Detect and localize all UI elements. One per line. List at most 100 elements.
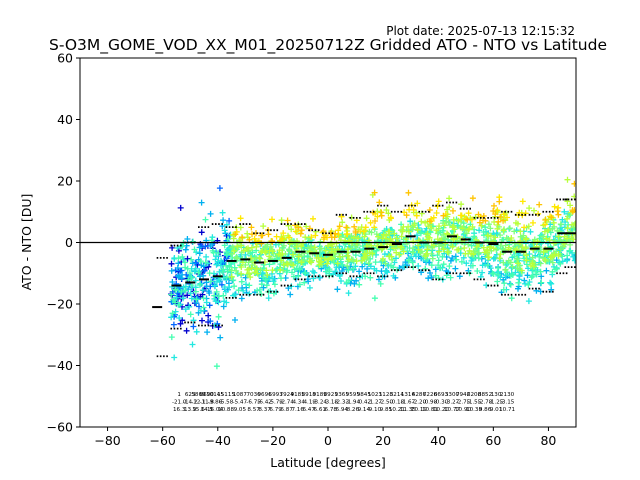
stat-label: 1023 [368,392,383,398]
stat-label: -1.25 [489,400,504,406]
x-tick-label: 40 [430,433,446,448]
stat-label: -2.78 [478,400,493,406]
stat-label: -2.33 [335,400,350,406]
stat-label: -3.24 [312,400,327,406]
stat-label: -6.42 [257,400,271,406]
stat-label: 1 [177,392,181,398]
stat-label: 9.85 [380,407,393,413]
stat-label: 8918 [302,392,317,398]
stat-label: 10.88 [218,407,234,413]
stat-label: 8921 [324,392,339,398]
stat-label: 9.14 [358,407,371,413]
plot-date: Plot date: 2025-07-13 12:15:32 [386,24,575,38]
stat-label: 7942 [456,392,470,398]
stat-label: 10.20 [433,407,449,413]
y-tick-label: 40 [57,112,73,127]
stat-label: 7924 [280,392,295,398]
x-tick-label: 80 [540,433,556,448]
stat-label: 6.79 [269,407,282,413]
stat-label: 9.05 [234,407,247,413]
stat-label: -2.50 [379,400,394,406]
stat-label: 6.47 [302,407,315,413]
stat-label: 10.38 [466,407,482,413]
stat-label: 7036 [246,392,261,398]
stat-label: 623 [185,392,196,398]
stat-label: 6.78 [325,407,338,413]
stat-label: 9185 [291,392,306,398]
y-tick-label: −40 [47,358,73,373]
stat-label: -9.86 [208,400,223,406]
stat-label: -2.20 [412,400,427,406]
stat-label: -6.75 [246,400,261,406]
stat-label: -3.15 [500,400,515,406]
stat-label: 10.81 [422,407,438,413]
stat-label: 6.87 [280,407,293,413]
stat-label: 16.04 [207,407,223,413]
y-tick-label: 60 [57,51,73,66]
statistic-bands [80,198,576,358]
stat-label: -12.1 [191,400,206,406]
stat-label: 14.5 [201,407,214,413]
stat-label: 15115 [217,392,235,398]
y-tick-label: −20 [47,297,73,312]
stat-label: 9595 [346,392,361,398]
stat-label: 10145 [206,392,224,398]
y-axis: −60 −40 −20 0 20 40 60 [47,51,80,435]
stat-label: -0.18 [390,400,405,406]
stat-label: -4.34 [290,400,305,406]
stat-label: -4.19 [301,400,316,406]
stat-label: -0.42 [357,400,371,406]
stat-label: 130 [491,392,502,398]
stat-label: 1128 [379,392,394,398]
stat-label: 8693 [434,392,449,398]
stat-label: 15.6 [192,407,205,413]
stat-label: 8.57 [247,407,260,413]
x-tick-label: −20 [260,433,286,448]
y-axis-label: ATO - NTO [DU] [19,194,34,291]
stat-label: 16.3 [173,407,186,413]
scatter-series [228,176,576,281]
chart-title: S-O3M_GOME_VOD_XX_M01_20250712Z Gridded … [49,36,607,55]
stat-label: 5869 [191,392,206,398]
stat-label: -0.98 [423,400,438,406]
stat-label: -1.55 [467,400,482,406]
x-tick-label: −40 [205,433,231,448]
stat-label: -2.74 [279,400,294,406]
stat-label: 6.94 [336,407,349,413]
x-tick-label: −60 [149,433,175,448]
x-tick-label: −80 [94,433,120,448]
y-tick-label: −60 [47,420,73,435]
stat-label: 10.90 [455,407,471,413]
stat-label: 9189 [313,392,328,398]
scatter-series [232,180,576,247]
stat-label: -0.30 [434,400,449,406]
stat-label: 11.35 [400,407,416,413]
stat-label: 9.10 [369,407,382,413]
stat-label: 9696 [257,392,272,398]
stat-label: 10.71 [499,407,515,413]
stat-label: 9845 [357,392,372,398]
stat-label: -5.47 [233,400,248,406]
stat-label: 8852 [478,392,492,398]
stat-label: -11.8 [200,400,215,406]
stat-label: 1087 [233,392,248,398]
stat-label: 10.21 [389,407,405,413]
stat-label: -5.58 [219,400,234,406]
stat-label: 13.9 [184,407,197,413]
x-axis-label: Latitude [degrees] [270,455,386,470]
stat-label: -1.94 [346,400,361,406]
y-tick-label: 0 [65,235,73,250]
stat-label: 9.01 [490,407,503,413]
stat-label: 8.37 [258,407,271,413]
stat-label: 10.77 [444,407,460,413]
x-tick-label: 60 [485,433,501,448]
stat-label: -5.79 [268,400,283,406]
stat-label: 6208 [467,392,482,398]
stat-label: 7.16 [291,407,304,413]
x-tick-label: 0 [324,433,332,448]
x-tick-label: 20 [375,433,391,448]
stat-label: -1.27 [368,400,383,406]
y-tick-label: 20 [57,174,73,189]
x-axis: −80 −60 −40 −20 0 20 40 60 80 [94,427,556,448]
